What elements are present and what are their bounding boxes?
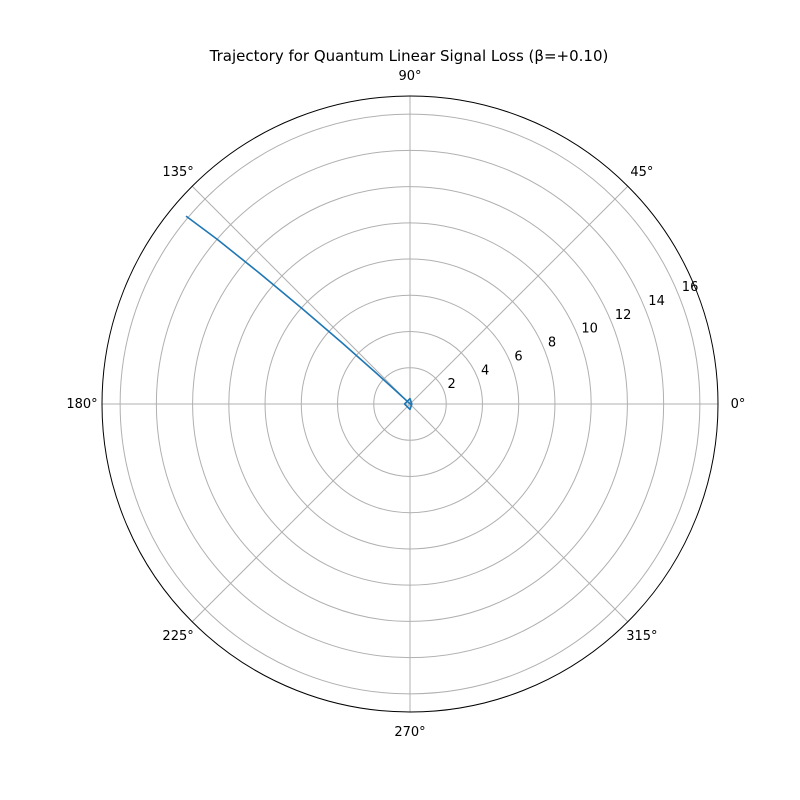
angular-tick-label-135: 135° — [162, 165, 193, 180]
radial-tick-label-6: 6 — [514, 349, 522, 364]
radial-tick-label-8: 8 — [548, 336, 556, 351]
radial-tick-label-2: 2 — [448, 377, 456, 392]
chart-title: Trajectory for Quantum Linear Signal Los… — [209, 47, 609, 65]
angular-tick-label-180: 180° — [66, 397, 97, 412]
angular-tick-label-90: 90° — [398, 69, 421, 84]
radial-tick-label-16: 16 — [682, 280, 699, 295]
angular-gridline-45 — [409, 185, 629, 405]
angular-tick-label-0: 0° — [731, 397, 746, 412]
angular-tick-label-225: 225° — [162, 629, 193, 644]
series-line-0 — [185, 215, 413, 411]
radial-tick-label-10: 10 — [581, 322, 598, 337]
angular-tick-label-270: 270° — [394, 725, 425, 740]
angular-tick-label-45: 45° — [630, 165, 653, 180]
polar-frame — [101, 95, 719, 713]
radial-tick-label-14: 14 — [648, 294, 665, 309]
angular-tick-label-315: 315° — [626, 629, 657, 644]
series-layer — [185, 215, 413, 411]
angular-gridline-225 — [191, 403, 411, 623]
angular-gridline-315 — [409, 403, 629, 623]
grid-layer — [101, 95, 719, 713]
label-layer: 0° 45° 90° 135° 180° 225° 270° 315° 2 4 6 8 10 12 14 16 — [66, 69, 745, 740]
radial-tick-label-4: 4 — [481, 363, 489, 378]
angular-gridline-135 — [191, 185, 411, 405]
radial-tick-label-12: 12 — [615, 308, 632, 323]
